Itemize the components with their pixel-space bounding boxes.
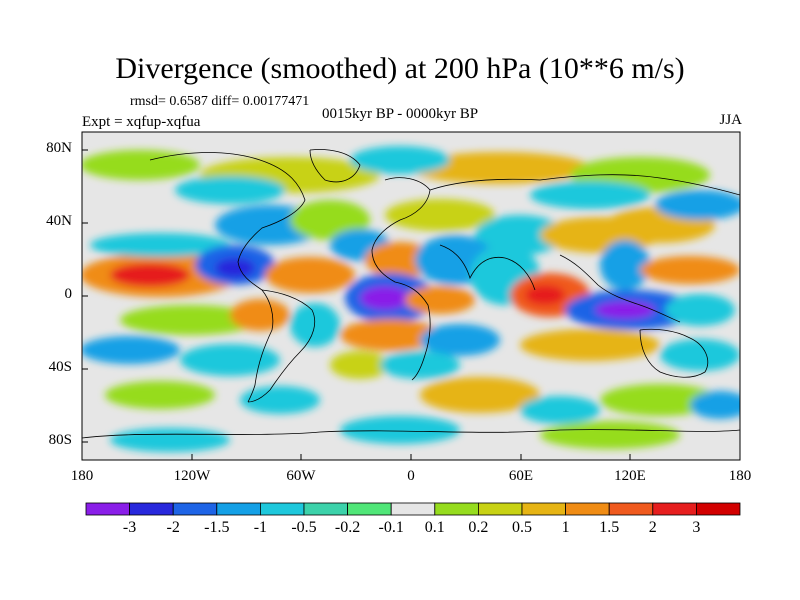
lat-label-80s: 80S	[48, 432, 72, 448]
coastlines	[82, 149, 740, 439]
colorbar	[85, 502, 741, 516]
colorbar-label: -3	[122, 519, 137, 536]
colorbar-swatch	[303, 502, 348, 516]
colorbar-label: -0.1	[378, 519, 404, 536]
lat-label-40n: 40N	[46, 213, 72, 229]
experiment-label: Expt = xqfup-xqfua	[82, 114, 201, 130]
period-label: 0015kyr BP - 0000kyr BP	[322, 106, 479, 122]
colorbar-label: -1	[253, 519, 268, 536]
stats-text: rmsd= 0.6587 diff= 0.00177471	[130, 94, 310, 109]
lat-label-0: 0	[64, 286, 73, 302]
colorbar-swatch	[477, 502, 523, 516]
season-label: JJA	[719, 112, 742, 128]
colorbar-label: 1.5	[599, 519, 620, 536]
colorbar-label: 3	[692, 519, 701, 536]
lon-label-60w: 60W	[286, 468, 316, 484]
colorbar-label: 1	[561, 519, 570, 536]
lat-label-80n: 80N	[46, 140, 72, 156]
colorbar-label: -0.5	[291, 519, 317, 536]
colorbar-label: 0.5	[512, 519, 532, 536]
colorbar-swatch	[521, 502, 566, 516]
lon-label-180w: 180	[70, 468, 94, 484]
lon-label-0: 0	[407, 468, 415, 484]
colorbar-swatch	[390, 502, 436, 516]
lon-label-120w: 120W	[173, 468, 211, 484]
colorbar-swatch	[696, 502, 741, 516]
colorbar-label: -1.5	[204, 519, 230, 536]
colorbar-label: -2	[166, 519, 180, 536]
colorbar-swatch	[434, 502, 479, 516]
colorbar-label: 0.2	[468, 519, 489, 536]
divergence-field	[82, 132, 740, 460]
lat-label-40s: 40S	[48, 359, 72, 375]
lon-label-60e: 60E	[508, 468, 534, 484]
colorbar-swatch	[172, 502, 218, 516]
lon-label-120e: 120E	[614, 468, 646, 484]
colorbar-swatch	[129, 502, 174, 516]
colorbar-swatch	[216, 502, 261, 516]
colorbar-swatch	[259, 502, 305, 516]
colorbar-swatch	[347, 502, 392, 516]
axis-ticks	[81, 149, 741, 460]
colorbar-swatch	[608, 502, 654, 516]
colorbar-swatch	[85, 502, 130, 516]
map-title: Divergence (smoothed) at 200 hPa (10**6 …	[115, 52, 685, 85]
colorbar-swatch	[652, 502, 697, 516]
colorbar-swatch	[565, 502, 610, 516]
colorbar-label: -0.2	[334, 519, 361, 536]
colorbar-label: 0.1	[424, 519, 445, 536]
lon-label-180e: 180	[728, 468, 752, 484]
colorbar-label: 2	[648, 519, 657, 536]
